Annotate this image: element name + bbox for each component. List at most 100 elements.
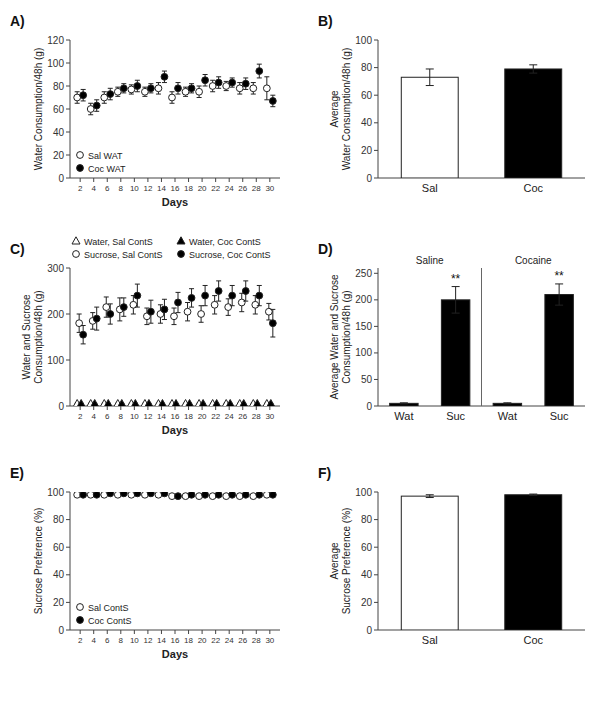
error-bar [243,78,248,90]
x-tick-label: 14 [157,412,166,421]
point [148,308,155,315]
x-tick-label: 2 [78,412,83,421]
error-bar-cap [189,83,194,84]
error-bar-cap [203,74,208,75]
error-bar-cap [158,304,163,305]
error-bar [135,284,140,307]
x-tick-label: 18 [184,636,193,645]
x-tick [80,178,81,182]
error-bar [189,289,194,307]
x-tick [188,630,189,634]
y-tick-label: 60 [361,90,373,101]
error-bar-cap [108,99,113,100]
legend-marker [77,152,84,159]
error-bar-cap [77,314,82,315]
y-tick-label: 150 [355,321,372,332]
point [134,292,141,299]
x-tick [80,630,81,634]
error-bar-cap [170,103,175,104]
point [80,492,87,498]
x-tick-label: Sal [422,634,438,646]
point [172,400,180,407]
error-bar-cap [270,337,275,338]
marks [73,281,276,406]
point [80,92,87,99]
y-tick-label: 0 [366,625,372,636]
error-bar-cap [243,77,248,78]
y-tick [374,379,378,380]
y-axis-label-line: Average [329,90,340,128]
error-bar-cap [117,320,122,321]
error-bar [176,292,181,312]
y-tick-label: 100 [47,487,64,498]
error-bar [243,281,248,301]
x-tick [202,178,203,182]
y-tick [66,268,70,269]
bar [493,403,521,406]
error-bar [75,92,80,104]
x-tick-label: Wat [394,410,413,422]
legend: Water, Sal ContSSucrose, Sal ContSWater,… [72,237,271,260]
x-tick [215,178,216,182]
panel-title: C) [10,241,25,257]
y-tick-label: 20 [53,150,65,161]
error-bar-cap [210,80,215,81]
point [103,304,110,311]
error-bar-cap [203,86,208,87]
x-tick-label: 16 [171,412,180,421]
error-bar [203,285,208,305]
y-tick [66,155,70,156]
x-tick-label: Wat [498,410,517,422]
error-bar-cap [251,82,256,83]
y-tick [66,630,70,631]
y-tick [374,150,378,151]
error-bar-cap [135,91,140,92]
y-tick-label: 40 [361,117,373,128]
y-tick-label: 80 [53,81,65,92]
y-axis [378,268,379,406]
error-bar-cap [270,106,275,107]
error-bar-cap [108,88,113,89]
x-axis-label: Days [162,196,188,208]
error-bar-cap [183,87,188,88]
error-bar [555,284,563,305]
panel-title: B) [318,13,333,29]
error-bar [189,84,194,93]
x-tick-label: 10 [130,636,139,645]
bar [441,300,469,406]
error-bar-stem [533,65,534,73]
error-bar-cap [135,284,140,285]
error-bar [162,299,167,319]
error-bar-cap [253,314,258,315]
x-tick [93,630,94,634]
error-bar [452,287,460,314]
y-tick [66,132,70,133]
panel-title: F) [318,465,331,481]
error-bar-cap [529,64,537,65]
y-tick-label: 120 [47,35,64,46]
x-tick-label: 6 [105,636,110,645]
error-bar-cap [135,80,140,81]
x-tick-label: 26 [238,636,247,645]
y-tick-label: 100 [47,58,64,69]
x-tick-label: 14 [157,184,166,193]
x-tick-label: 12 [143,184,152,193]
error-bar-cap [264,99,269,100]
x-tick [120,406,121,410]
error-bar-cap [121,83,126,84]
y-tick-label: 300 [47,263,64,274]
error-bar-cap [129,84,134,85]
x-tick [147,630,148,634]
panel-title: D) [318,241,333,257]
error-bar-cap [108,303,113,304]
x-tick-label: 12 [143,412,152,421]
y-tick-label: 60 [53,542,65,553]
point [215,492,222,498]
y-tick-label: 0 [58,625,64,636]
error-bar-cap [230,305,235,306]
x-tick-label: Coc [523,634,543,646]
error-bar-stem [559,284,560,305]
error-bar-cap [176,292,181,293]
y-tick [374,95,378,96]
y-tick-label: 0 [58,401,64,412]
